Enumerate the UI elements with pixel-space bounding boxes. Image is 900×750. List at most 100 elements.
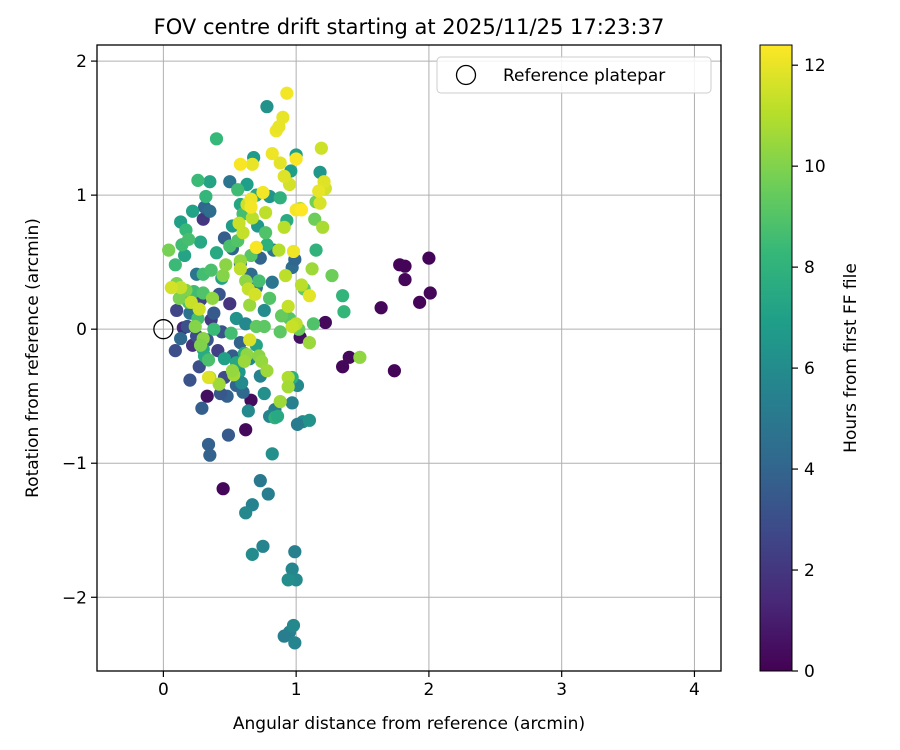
data-point	[265, 275, 279, 289]
colorbar	[759, 44, 793, 672]
data-point	[281, 299, 295, 313]
data-point	[162, 243, 176, 257]
data-point	[302, 335, 317, 350]
reference-marker	[153, 319, 174, 340]
data-point	[281, 370, 295, 385]
data-point	[278, 268, 293, 283]
data-point	[241, 404, 255, 418]
axis-ticks: 0 1 2 3 4 −2 −1 0 1 2	[62, 52, 700, 700]
data-point	[200, 389, 214, 403]
legend-label: Reference platepar	[503, 66, 665, 86]
colorbar-tick-label: 2	[804, 561, 815, 581]
y-tick-label: −2	[62, 588, 87, 608]
data-point	[256, 539, 270, 553]
data-point	[183, 373, 197, 387]
data-point	[193, 338, 208, 352]
data-point	[188, 319, 202, 334]
data-point	[170, 303, 184, 318]
data-point	[221, 428, 236, 442]
data-point	[248, 287, 262, 301]
data-point	[309, 243, 323, 257]
data-point	[286, 244, 301, 259]
data-point	[168, 258, 182, 272]
data-point	[203, 204, 217, 218]
data-point	[204, 263, 218, 277]
data-point	[308, 212, 322, 226]
data-point	[203, 175, 217, 189]
data-point	[257, 386, 271, 401]
data-point	[245, 157, 259, 171]
data-point	[294, 278, 309, 292]
data-point	[306, 317, 321, 331]
y-tick-label: 0	[76, 320, 87, 340]
data-point	[285, 396, 299, 410]
x-tick-label: 0	[158, 680, 169, 700]
data-point	[260, 364, 274, 378]
data-point	[193, 235, 208, 249]
data-point	[207, 322, 221, 336]
data-point	[342, 350, 356, 364]
data-point	[232, 216, 246, 230]
data-point	[243, 333, 257, 347]
data-point	[286, 618, 301, 633]
data-point	[233, 262, 247, 276]
data-point	[273, 325, 287, 339]
colorbar-label: Hours from first FF file	[841, 263, 861, 453]
data-point	[223, 297, 237, 311]
grid	[97, 45, 721, 671]
data-point	[336, 289, 350, 303]
chart-title: FOV centre drift starting at 2025/11/25 …	[154, 15, 665, 39]
data-point	[270, 409, 285, 423]
data-point	[174, 331, 188, 346]
data-point	[256, 185, 270, 200]
data-point	[336, 360, 350, 374]
data-point	[288, 545, 302, 559]
data-point	[337, 305, 351, 319]
data-point	[387, 364, 401, 378]
data-point	[259, 226, 273, 240]
data-point	[191, 173, 205, 187]
data-point	[302, 289, 317, 303]
data-point	[305, 262, 319, 276]
data-point	[217, 352, 232, 366]
data-point	[265, 447, 279, 461]
data-point	[172, 291, 186, 305]
data-point	[325, 268, 339, 283]
data-point	[423, 286, 437, 300]
plot-frame	[96, 44, 722, 672]
data-point	[207, 306, 221, 320]
data-point	[374, 301, 388, 315]
data-point	[182, 232, 196, 246]
data-point	[272, 120, 286, 134]
data-point	[313, 196, 327, 210]
data-point	[285, 319, 299, 334]
data-point	[223, 175, 237, 189]
reference-marker-group	[153, 319, 174, 340]
x-axis-label: Angular distance from reference (arcmin)	[233, 714, 585, 734]
x-tick-label: 3	[556, 680, 567, 700]
y-axis-label: Rotation from reference (arcmin)	[23, 218, 43, 498]
data-point	[205, 291, 220, 305]
data-point	[274, 309, 289, 323]
data-point	[318, 315, 332, 330]
data-point	[262, 291, 277, 305]
data-point	[398, 272, 412, 287]
data-point	[281, 573, 295, 587]
data-point	[290, 417, 305, 431]
data-point	[201, 353, 216, 367]
x-tick-label: 2	[424, 680, 435, 700]
data-point	[216, 482, 230, 496]
data-point	[201, 370, 216, 385]
data-point	[277, 629, 291, 643]
data-point	[203, 448, 217, 462]
data-point	[212, 377, 226, 391]
data-point	[249, 240, 263, 255]
data-point	[201, 437, 216, 452]
data-point	[257, 319, 271, 334]
data-point	[164, 281, 178, 295]
data-point	[272, 243, 286, 257]
data-point	[237, 354, 251, 368]
data-point	[353, 350, 367, 364]
data-point	[239, 423, 253, 437]
